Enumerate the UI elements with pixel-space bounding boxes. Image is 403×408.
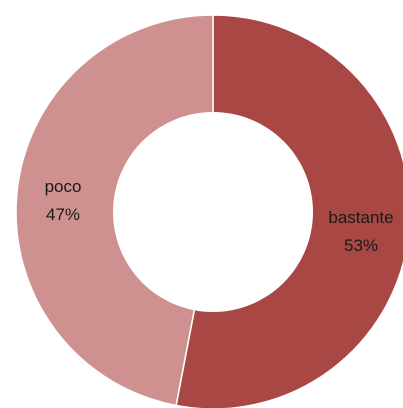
donut-hole (113, 112, 313, 312)
slice-label-bastante: bastante 53% (328, 208, 393, 255)
slice-percent-label: 53% (344, 236, 378, 255)
slice-category-label: bastante (328, 208, 393, 227)
slice-label-poco: poco 47% (45, 177, 82, 224)
slice-category-label: poco (45, 177, 82, 196)
slice-percent-label: 47% (46, 205, 80, 224)
